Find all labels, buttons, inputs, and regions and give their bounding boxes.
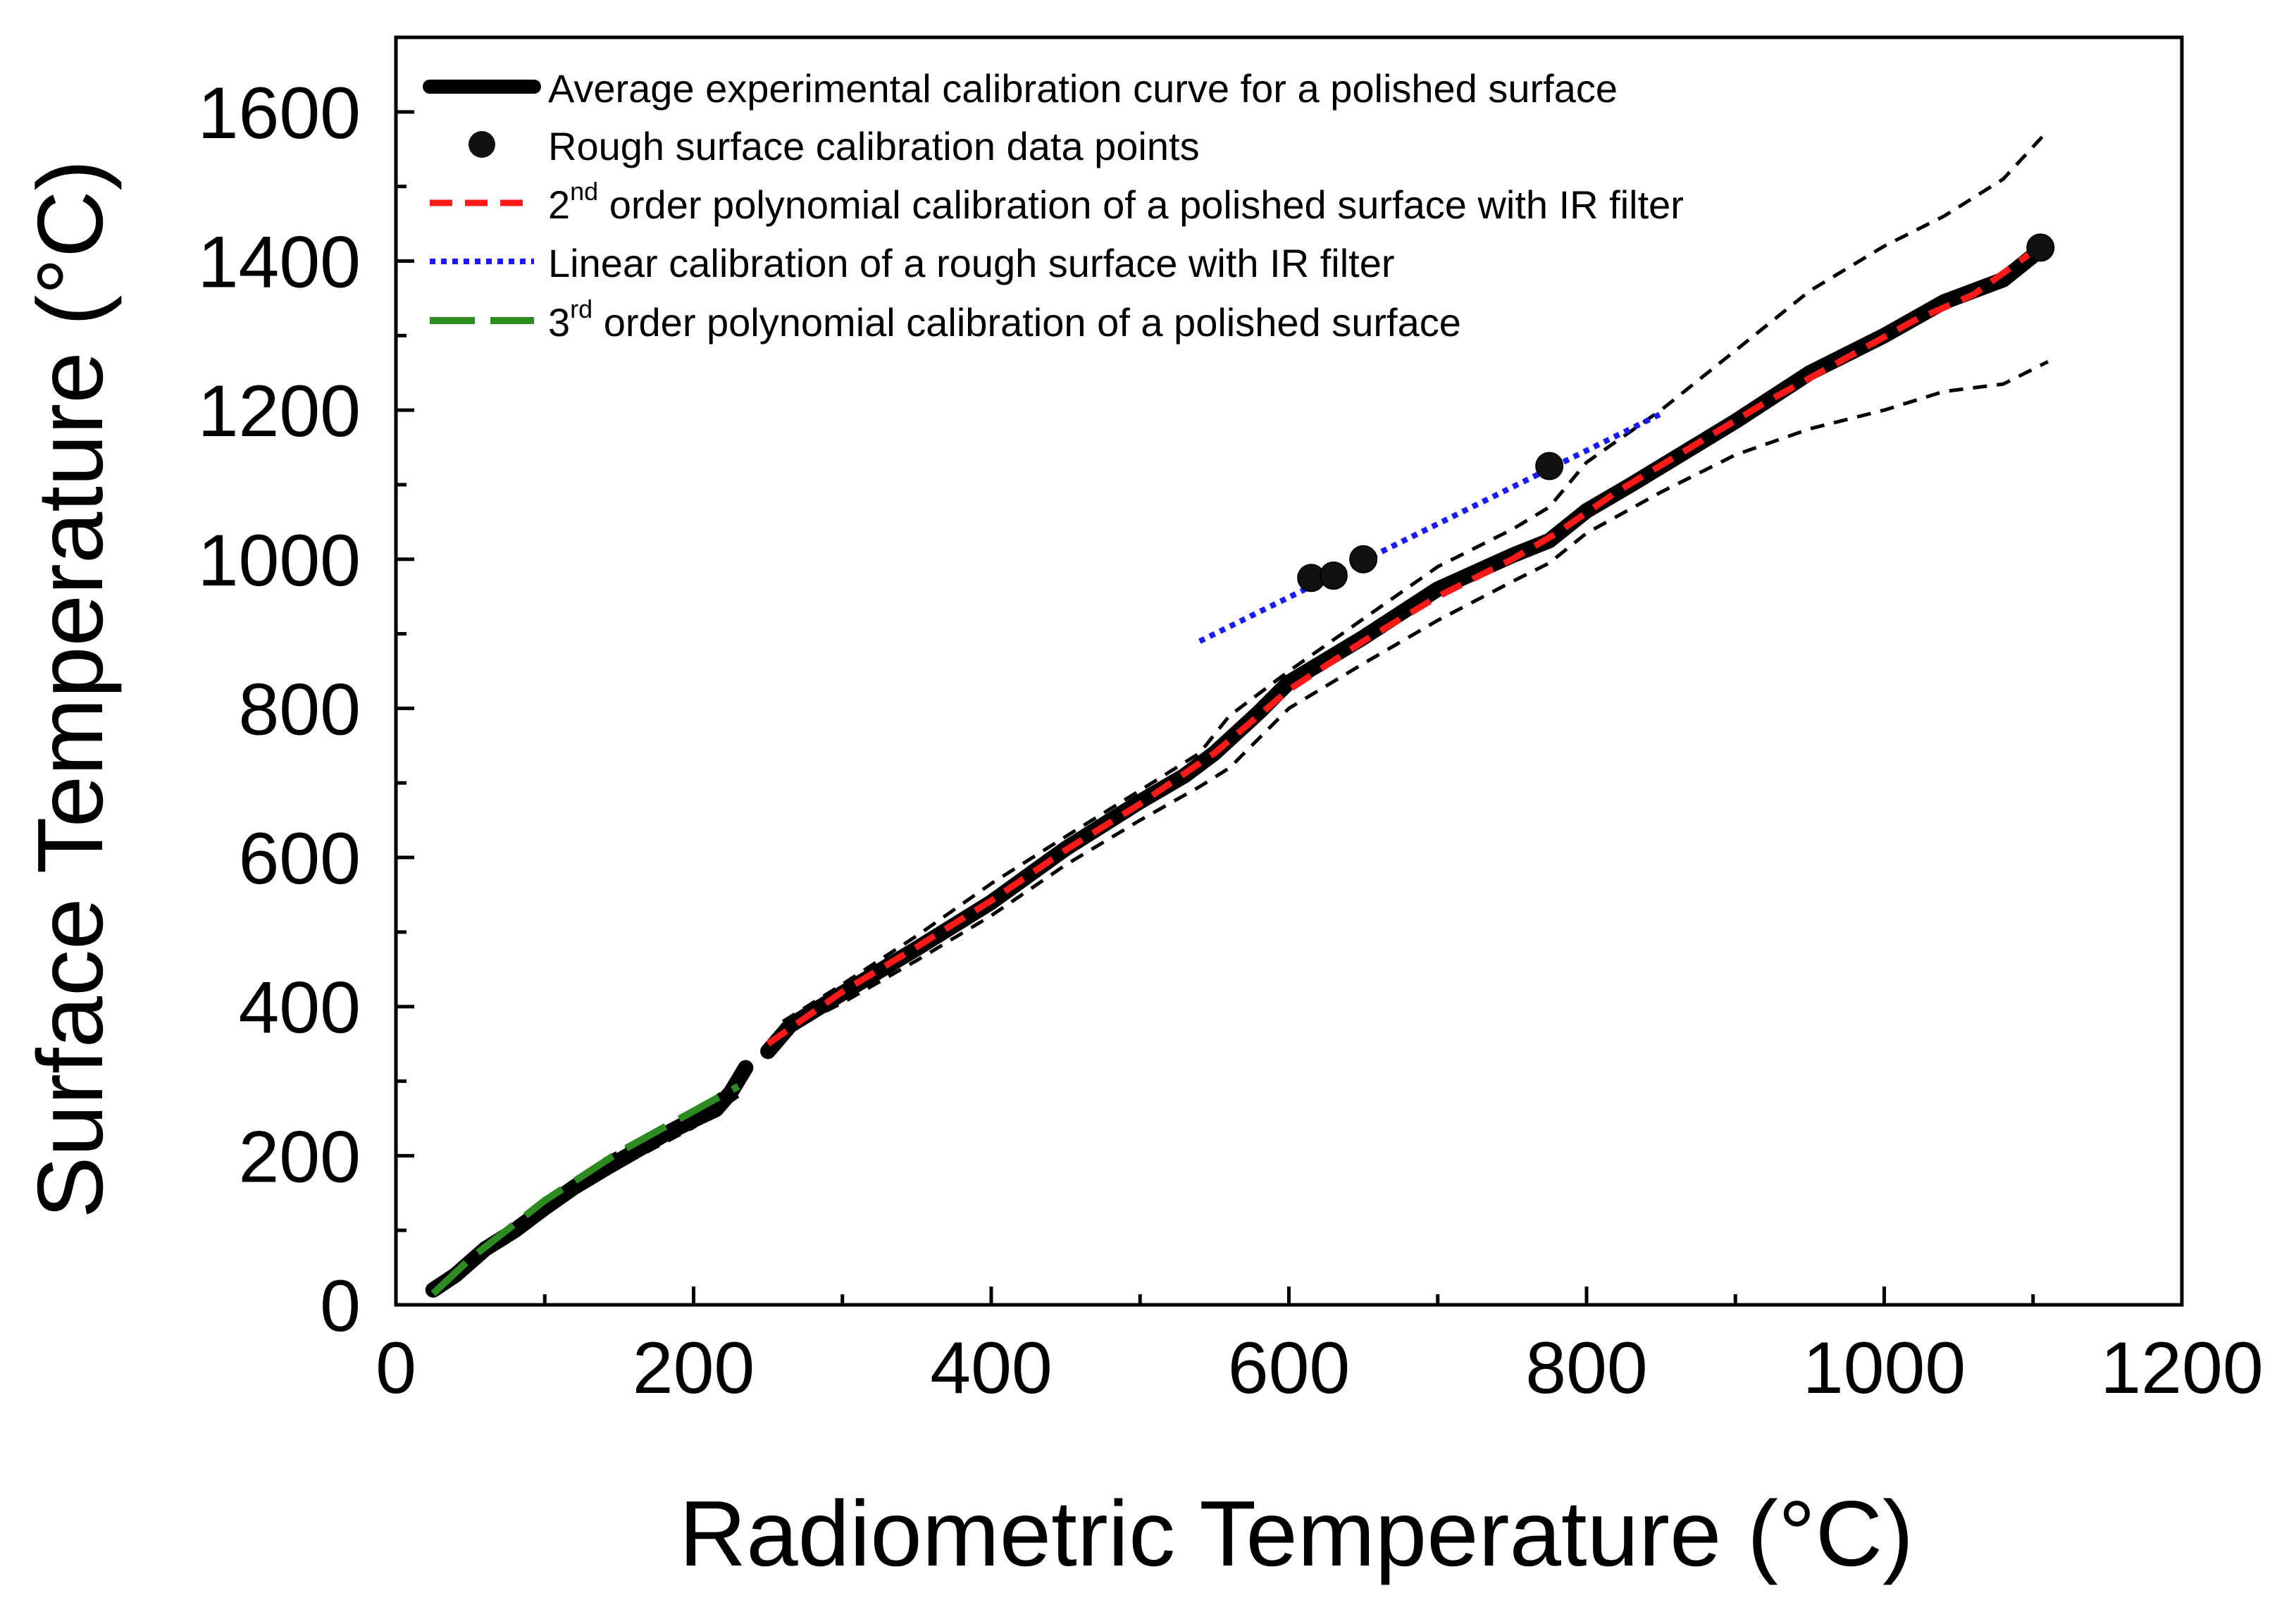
3rd-order-polynomial-calibration-of-a-polished-surface-line-1	[430, 1083, 740, 1296]
x-tick-label-0: 0	[376, 1327, 416, 1409]
upper-bound-line-2	[781, 129, 2049, 1024]
average-experimental-calibration-curve-for-a-polished-surface-line-1	[425, 1060, 754, 1298]
y-tick-label-1000: 1000	[198, 520, 361, 602]
2nd-order-polynomial-calibration-of-a-polished-surface-with-ir-filter-line-1	[766, 243, 2042, 1047]
y-tick-label-1400: 1400	[198, 221, 361, 303]
x-tick-label-800: 800	[1525, 1327, 1648, 1409]
legend-label-poly3-main: 3	[548, 300, 570, 345]
legend-label-poly3-superscript: rd	[570, 295, 592, 323]
rough-data-point-3	[1349, 545, 1378, 574]
rough-data-point-4	[1535, 452, 1564, 481]
y-tick-label-400: 400	[238, 967, 361, 1049]
y-tick-label-0: 0	[320, 1265, 361, 1347]
lower-bound-line-2	[782, 360, 2049, 1034]
legend-symbol-rough	[468, 131, 495, 158]
y-tick-label-800: 800	[238, 669, 361, 750]
rough-data-point-2	[1319, 562, 1348, 590]
axes-layer: 0 200 400 600 800 1000 1200 0 200 400 600 800 1000 12…	[198, 35, 2264, 1409]
legend-label-poly3: 3rd order polynomial calibration of a po…	[548, 295, 1461, 345]
plot-series-layer	[425, 129, 2055, 1298]
x-axis-title: Radiometric Temperature (°C)	[679, 1482, 1913, 1585]
legend-label-poly2-main: 2	[548, 182, 570, 227]
plot-frame	[394, 35, 2184, 1307]
legend-label-rough: Rough surface calibration data points	[548, 124, 1200, 168]
legend-label-poly3-rest: order polynomial calibration of a polish…	[592, 300, 1461, 345]
legend-label-avg: Average experimental calibration curve f…	[548, 66, 1618, 111]
linear-calibration-of-a-rough-surface-with-ir-filter-line-1	[1198, 411, 1663, 644]
average-experimental-calibration-curve-for-a-polished-surface-line-2	[760, 242, 2049, 1060]
y-tick-label-600: 600	[238, 818, 361, 900]
y-axis-title: Surface Temperature (°C)	[18, 160, 122, 1219]
y-tick-label-1200: 1200	[198, 371, 361, 452]
legend-label-poly2-rest: order polynomial calibration of a polish…	[598, 182, 1684, 227]
legend-label-linear: Linear calibration of a rough surface wi…	[548, 241, 1394, 285]
legend-label-poly2-superscript: nd	[570, 177, 598, 206]
x-tick-label-1000: 1000	[1803, 1327, 1966, 1409]
x-tick-label-200: 200	[633, 1327, 755, 1409]
legend-label-poly2: 2nd order polynomial calibration of a po…	[548, 177, 1684, 227]
y-tick-label-200: 200	[238, 1116, 361, 1198]
x-tick-label-400: 400	[930, 1327, 1053, 1409]
upper-bound-line-1	[603, 1079, 740, 1161]
x-tick-label-1200: 1200	[2100, 1327, 2263, 1409]
rough-data-point-5	[2026, 233, 2055, 262]
y-tick-label-1600: 1600	[198, 73, 361, 154]
x-tick-label-600: 600	[1228, 1327, 1351, 1409]
legend: Average experimental calibration curve f…	[423, 66, 1684, 345]
